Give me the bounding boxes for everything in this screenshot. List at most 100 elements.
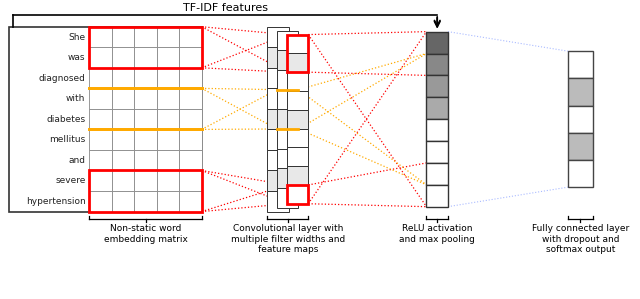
Bar: [179, 170, 202, 191]
Text: diabetes: diabetes: [46, 115, 85, 124]
Bar: [90, 68, 112, 88]
Bar: [179, 47, 202, 68]
Bar: [179, 191, 202, 212]
Bar: [157, 109, 179, 129]
Bar: [267, 150, 289, 170]
Bar: [277, 90, 298, 109]
Bar: [267, 47, 289, 68]
Bar: [157, 191, 179, 212]
Bar: [568, 78, 593, 106]
Text: ReLU activation
and max pooling: ReLU activation and max pooling: [399, 224, 475, 244]
Text: hypertension: hypertension: [26, 197, 85, 206]
Text: Convolutional layer with
multiple filter widths and
feature maps: Convolutional layer with multiple filter…: [230, 224, 345, 254]
Bar: [267, 109, 289, 129]
Bar: [134, 47, 157, 68]
Bar: [179, 109, 202, 129]
Bar: [426, 185, 448, 207]
Bar: [134, 68, 157, 88]
Bar: [277, 50, 298, 70]
Text: and: and: [68, 156, 85, 165]
Bar: [277, 109, 298, 129]
Bar: [112, 68, 134, 88]
Bar: [267, 191, 289, 212]
Bar: [157, 150, 179, 170]
Bar: [426, 75, 448, 97]
Bar: [287, 35, 308, 53]
Bar: [277, 168, 298, 188]
Bar: [112, 170, 134, 191]
Bar: [179, 68, 202, 88]
Bar: [112, 27, 134, 47]
Bar: [90, 88, 112, 109]
Bar: [134, 170, 157, 191]
Bar: [287, 110, 308, 129]
Bar: [287, 91, 308, 110]
Bar: [426, 119, 448, 141]
Bar: [157, 47, 179, 68]
Bar: [90, 170, 112, 191]
Bar: [112, 191, 134, 212]
Bar: [426, 54, 448, 75]
Bar: [90, 27, 112, 47]
Text: She: She: [68, 33, 85, 42]
Bar: [179, 27, 202, 47]
Bar: [426, 97, 448, 119]
Bar: [134, 88, 157, 109]
Bar: [568, 106, 593, 133]
Bar: [568, 51, 593, 78]
Text: Non-static word
embedding matrix: Non-static word embedding matrix: [104, 224, 188, 244]
Bar: [90, 109, 112, 129]
Bar: [267, 129, 289, 150]
Bar: [287, 185, 308, 204]
Bar: [179, 88, 202, 109]
Bar: [267, 170, 289, 191]
Bar: [90, 170, 202, 212]
Bar: [157, 170, 179, 191]
Bar: [90, 47, 112, 68]
Bar: [426, 163, 448, 185]
Bar: [90, 129, 112, 150]
Bar: [426, 32, 448, 54]
Bar: [112, 109, 134, 129]
Bar: [112, 47, 134, 68]
Bar: [277, 31, 298, 50]
Bar: [90, 27, 202, 68]
Bar: [426, 141, 448, 163]
Text: was: was: [68, 53, 85, 62]
Bar: [287, 185, 308, 204]
Bar: [179, 150, 202, 170]
Bar: [134, 129, 157, 150]
Bar: [9, 27, 202, 212]
Bar: [157, 88, 179, 109]
Bar: [287, 129, 308, 147]
Bar: [277, 188, 298, 208]
Text: severe: severe: [55, 176, 85, 185]
Bar: [134, 109, 157, 129]
Bar: [267, 27, 289, 47]
Bar: [568, 160, 593, 187]
Bar: [90, 150, 112, 170]
Text: diagnosed: diagnosed: [38, 74, 85, 83]
Bar: [157, 68, 179, 88]
Bar: [287, 166, 308, 185]
Bar: [112, 150, 134, 170]
Bar: [287, 72, 308, 91]
Bar: [134, 150, 157, 170]
Bar: [277, 129, 298, 149]
Bar: [568, 133, 593, 160]
Bar: [112, 88, 134, 109]
Bar: [112, 129, 134, 150]
Text: TF-IDF features: TF-IDF features: [182, 3, 268, 13]
Bar: [267, 88, 289, 109]
Text: Fully connected layer
with dropout and
softmax output: Fully connected layer with dropout and s…: [532, 224, 629, 254]
Bar: [287, 147, 308, 166]
Bar: [134, 27, 157, 47]
Text: with: with: [66, 94, 85, 103]
Bar: [179, 129, 202, 150]
Bar: [267, 68, 289, 88]
Bar: [134, 191, 157, 212]
Bar: [157, 27, 179, 47]
Bar: [277, 149, 298, 168]
Bar: [157, 129, 179, 150]
Bar: [90, 191, 112, 212]
